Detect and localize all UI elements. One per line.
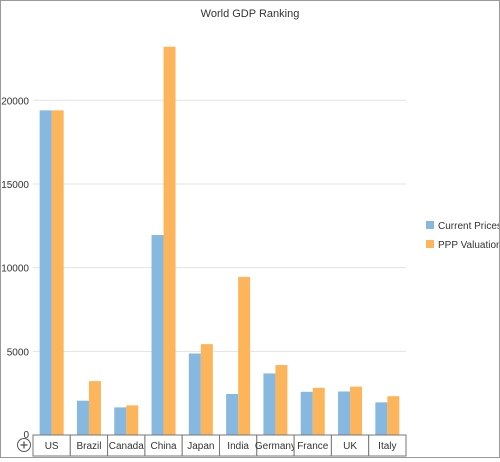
chart-title: World GDP Ranking [201, 8, 300, 20]
bar-current-prices-japan [188, 353, 201, 435]
y-axis-ticks: 5000 10000 15000 20000 0 [1, 96, 29, 441]
legend-label: PPP Valuation [438, 240, 499, 251]
bar-current-prices-canada [114, 407, 127, 435]
legend-label: Current Prices [438, 221, 499, 232]
bar-current-prices-china [151, 235, 164, 435]
bar-ppp-valuation-brazil [88, 381, 101, 435]
bar-ppp-valuation-india [238, 276, 251, 435]
plus-circle-icon[interactable] [17, 438, 31, 452]
bar-current-prices-france [300, 391, 313, 435]
y-tick-label: 15000 [1, 180, 29, 191]
bar-current-prices-us [39, 110, 52, 436]
gridlines [33, 99, 406, 352]
x-tick-label: US [45, 441, 59, 452]
x-tick-label: Japan [187, 441, 214, 452]
bars [39, 46, 400, 436]
y-tick-label: 10000 [1, 264, 29, 275]
bar-ppp-valuation-italy [387, 396, 400, 435]
x-tick-label: Italy [378, 441, 396, 452]
legend-swatch [426, 240, 434, 248]
y-tick-label: 5000 [7, 347, 30, 358]
bar-current-prices-germany [263, 373, 276, 435]
category-cell [368, 434, 407, 457]
x-tick-label: China [150, 441, 177, 452]
x-tick-label: France [297, 441, 329, 452]
bar-ppp-valuation-uk [350, 386, 363, 435]
bar-ppp-valuation-japan [200, 344, 213, 435]
legend: Current Prices PPP Valuation [426, 221, 500, 251]
x-tick-label: UK [343, 441, 357, 452]
bar-current-prices-india [226, 394, 239, 435]
bar-current-prices-italy [375, 402, 388, 435]
bar-ppp-valuation-germany [275, 365, 288, 435]
y-tick-label: 20000 [1, 96, 29, 107]
bar-current-prices-uk [338, 391, 351, 435]
x-tick-label: Canada [109, 441, 144, 452]
x-tick-label: Germany [255, 441, 296, 452]
x-axis-categories: US Brazil Canada China Japan India Germany Fran… [32, 434, 407, 457]
bar-ppp-valuation-france [312, 387, 325, 435]
bar-current-prices-brazil [76, 400, 89, 435]
x-tick-label: India [227, 441, 249, 452]
x-tick-label: Brazil [76, 441, 101, 452]
bar-ppp-valuation-canada [126, 405, 139, 435]
legend-swatch [426, 221, 434, 229]
y-tick-label: 0 [23, 430, 29, 441]
bar-ppp-valuation-us [51, 110, 64, 436]
bar-ppp-valuation-china [163, 46, 176, 436]
